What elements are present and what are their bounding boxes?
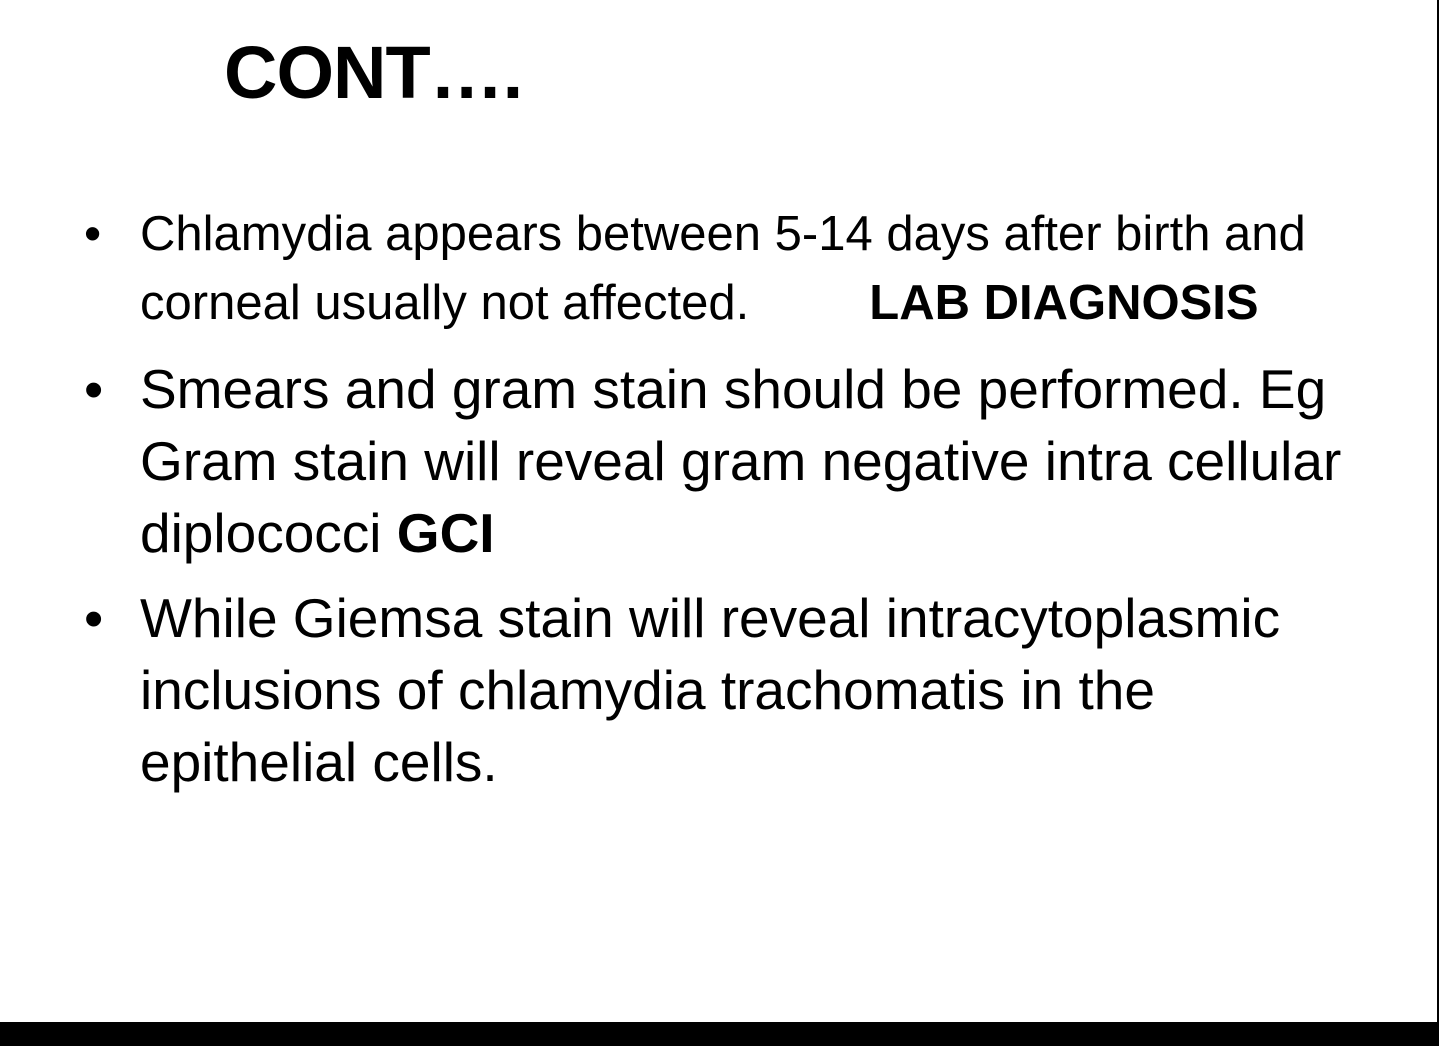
- bullet-dot: •: [84, 587, 104, 649]
- bullet-2-text: Smears and gram stain should be performe…: [140, 358, 1342, 564]
- bullet-item-2: • Smears and gram stain should be perfor…: [82, 353, 1372, 569]
- bullet-item-1: • Chlamydia appears between 5-14 days af…: [82, 200, 1372, 338]
- bullet-3-text: While Giemsa stain will reveal intracyto…: [140, 587, 1281, 793]
- bullet-dot: •: [84, 358, 104, 420]
- bullet-item-3: • While Giemsa stain will reveal intracy…: [82, 582, 1372, 798]
- bullet-dot: •: [84, 207, 102, 261]
- bullet-1-text: Chlamydia appears between 5-14 days afte…: [140, 207, 1306, 330]
- bullet-list: • Chlamydia appears between 5-14 days af…: [82, 200, 1372, 798]
- bottom-bar: [0, 1022, 1439, 1046]
- gci-label: GCI: [396, 502, 495, 564]
- lab-diagnosis-heading: LAB DIAGNOSIS: [869, 276, 1259, 330]
- slide-title: CONT….: [224, 31, 523, 114]
- right-border: [1437, 0, 1439, 1022]
